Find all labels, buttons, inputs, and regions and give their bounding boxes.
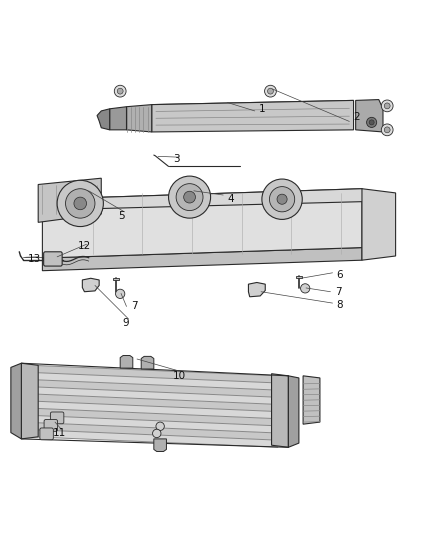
Polygon shape <box>21 363 38 439</box>
Circle shape <box>184 191 195 203</box>
Polygon shape <box>11 363 21 439</box>
Polygon shape <box>288 376 299 447</box>
Circle shape <box>169 176 211 218</box>
Polygon shape <box>120 356 133 368</box>
Polygon shape <box>356 100 383 132</box>
Text: 7: 7 <box>335 287 341 297</box>
Circle shape <box>367 117 377 127</box>
FancyBboxPatch shape <box>44 419 57 431</box>
Polygon shape <box>32 365 278 383</box>
Circle shape <box>66 189 95 218</box>
Circle shape <box>262 179 302 220</box>
Text: 2: 2 <box>353 112 360 122</box>
Polygon shape <box>32 408 278 426</box>
Circle shape <box>277 194 287 204</box>
Circle shape <box>303 286 308 291</box>
Circle shape <box>117 88 123 94</box>
Polygon shape <box>32 394 278 411</box>
Text: 12: 12 <box>78 241 92 252</box>
FancyBboxPatch shape <box>50 412 64 424</box>
Polygon shape <box>32 387 278 405</box>
Text: 6: 6 <box>337 270 343 280</box>
Polygon shape <box>32 415 278 433</box>
Circle shape <box>269 187 295 212</box>
Circle shape <box>268 88 273 94</box>
Circle shape <box>114 85 126 97</box>
Polygon shape <box>42 189 362 258</box>
Text: 5: 5 <box>118 211 125 221</box>
Polygon shape <box>110 107 127 130</box>
Polygon shape <box>127 104 152 132</box>
Text: 1: 1 <box>259 104 265 114</box>
Circle shape <box>381 124 393 136</box>
Circle shape <box>116 289 125 298</box>
Polygon shape <box>152 100 353 132</box>
Polygon shape <box>32 430 278 447</box>
Polygon shape <box>296 276 302 278</box>
Text: 8: 8 <box>337 300 343 310</box>
Circle shape <box>369 120 374 125</box>
Polygon shape <box>32 423 278 440</box>
Circle shape <box>176 184 203 211</box>
Polygon shape <box>32 401 278 419</box>
Polygon shape <box>272 374 288 447</box>
Circle shape <box>152 429 161 438</box>
FancyBboxPatch shape <box>40 428 53 440</box>
Circle shape <box>384 127 390 133</box>
Polygon shape <box>113 278 119 280</box>
Text: 4: 4 <box>227 194 234 204</box>
Circle shape <box>300 284 310 293</box>
Polygon shape <box>42 247 362 271</box>
Polygon shape <box>248 282 265 297</box>
Text: 13: 13 <box>28 254 41 264</box>
Polygon shape <box>362 189 396 260</box>
Circle shape <box>384 103 390 109</box>
Polygon shape <box>303 376 320 424</box>
Circle shape <box>381 100 393 112</box>
Polygon shape <box>141 357 154 369</box>
Text: 10: 10 <box>173 371 186 381</box>
Polygon shape <box>32 379 278 397</box>
Text: 3: 3 <box>173 154 180 164</box>
Polygon shape <box>97 109 110 130</box>
Polygon shape <box>82 278 99 292</box>
Circle shape <box>57 180 103 227</box>
Polygon shape <box>32 373 278 390</box>
Text: 11: 11 <box>53 427 66 438</box>
Polygon shape <box>38 178 101 222</box>
Text: 7: 7 <box>131 302 138 311</box>
Polygon shape <box>148 100 353 111</box>
FancyBboxPatch shape <box>44 252 62 266</box>
Circle shape <box>265 85 276 97</box>
Circle shape <box>156 422 164 431</box>
Circle shape <box>74 197 87 209</box>
Text: 9: 9 <box>122 318 129 328</box>
Polygon shape <box>42 189 374 209</box>
Circle shape <box>118 292 123 296</box>
Polygon shape <box>154 439 166 451</box>
